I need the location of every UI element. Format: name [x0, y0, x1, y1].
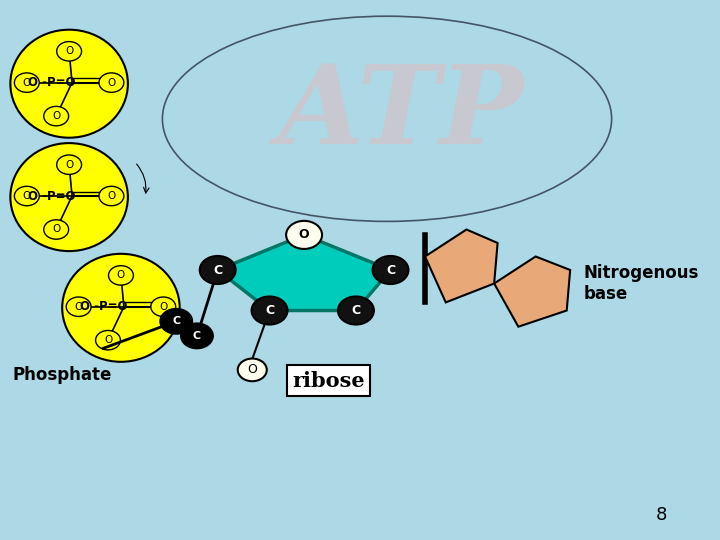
- Text: O: O: [117, 271, 125, 280]
- Circle shape: [44, 106, 68, 126]
- Text: Nitrogenous
base: Nitrogenous base: [584, 264, 699, 303]
- Circle shape: [57, 155, 81, 174]
- Circle shape: [66, 297, 91, 316]
- Polygon shape: [494, 256, 570, 327]
- Text: C: C: [351, 304, 361, 317]
- Circle shape: [161, 309, 192, 334]
- Text: O -P=O: O -P=O: [28, 76, 75, 89]
- Circle shape: [238, 359, 267, 381]
- Text: O: O: [299, 228, 310, 241]
- Circle shape: [57, 42, 81, 61]
- Text: C: C: [265, 304, 274, 317]
- Text: O: O: [75, 302, 83, 312]
- Ellipse shape: [163, 16, 611, 221]
- Text: ribose: ribose: [292, 370, 364, 391]
- Ellipse shape: [10, 30, 128, 138]
- Text: O: O: [65, 160, 73, 170]
- Text: C: C: [172, 316, 180, 326]
- Circle shape: [286, 221, 322, 249]
- Circle shape: [44, 220, 68, 239]
- Circle shape: [96, 330, 120, 350]
- Text: ATP: ATP: [278, 59, 524, 167]
- Text: O: O: [247, 363, 257, 376]
- Circle shape: [199, 256, 235, 284]
- Ellipse shape: [62, 254, 180, 362]
- Text: O -P=O: O -P=O: [80, 300, 127, 313]
- Text: O: O: [159, 302, 167, 312]
- Circle shape: [99, 73, 124, 92]
- Circle shape: [14, 73, 40, 92]
- Text: O: O: [52, 225, 60, 234]
- Polygon shape: [217, 235, 390, 310]
- Polygon shape: [425, 230, 498, 302]
- Text: C: C: [193, 331, 201, 341]
- Text: O -P=O: O -P=O: [28, 190, 75, 202]
- Circle shape: [99, 186, 124, 206]
- Text: O: O: [23, 78, 31, 87]
- Text: 8: 8: [655, 506, 667, 524]
- Text: C: C: [213, 264, 222, 276]
- Text: O: O: [107, 191, 115, 201]
- Circle shape: [150, 297, 176, 316]
- Text: C: C: [386, 264, 395, 276]
- Text: O: O: [52, 111, 60, 121]
- Text: Phosphate: Phosphate: [12, 366, 112, 384]
- Ellipse shape: [10, 143, 128, 251]
- Circle shape: [372, 256, 408, 284]
- Text: O: O: [107, 78, 115, 87]
- Circle shape: [338, 296, 374, 325]
- Text: O: O: [104, 335, 112, 345]
- Text: O: O: [23, 191, 31, 201]
- Circle shape: [181, 323, 213, 348]
- Circle shape: [14, 186, 40, 206]
- Text: O: O: [65, 46, 73, 56]
- Circle shape: [251, 296, 287, 325]
- Circle shape: [109, 266, 133, 285]
